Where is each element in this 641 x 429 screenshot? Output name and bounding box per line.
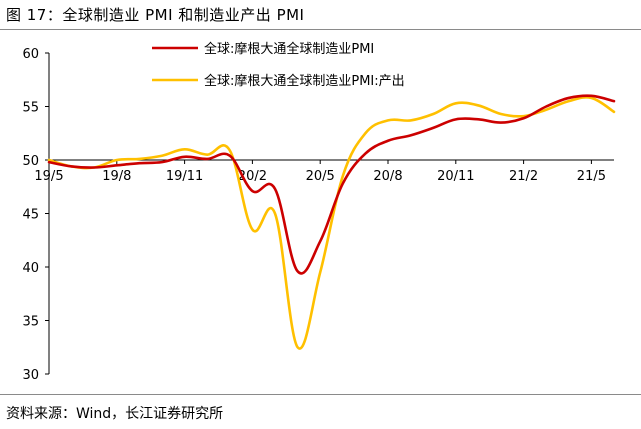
x-tick-label: 20/11 xyxy=(437,169,474,184)
y-axis: 30 35 40 45 50 55 60 xyxy=(22,47,50,383)
y-tick-label: 55 xyxy=(22,101,39,116)
legend-label-output: 全球:摩根大通全球制造业PMI:产出 xyxy=(204,73,405,89)
y-tick-label: 30 xyxy=(22,368,39,383)
x-tick-label: 19/8 xyxy=(102,169,131,184)
figure-title: 图 17：全球制造业 PMI 和制造业产出 PMI xyxy=(6,6,305,24)
series-line-pmi xyxy=(47,94,616,275)
series-line-output xyxy=(47,96,616,350)
x-tick-label: 19/5 xyxy=(34,169,63,184)
y-tick-label: 40 xyxy=(22,261,39,276)
x-tick-label: 21/5 xyxy=(577,169,606,184)
x-axis: 19/5 19/8 19/11 20/2 20/5 20/8 20/11 21/2 21/5 xyxy=(34,159,614,184)
legend: 全球:摩根大通全球制造业PMI 全球:摩根大通全球制造业PMI:产出 xyxy=(152,41,405,89)
y-tick-label: 45 xyxy=(22,208,39,223)
x-tick-label: 20/5 xyxy=(306,169,335,184)
source-note: 资料来源：Wind，长江证券研究所 xyxy=(6,406,224,422)
y-tick-label: 50 xyxy=(22,154,39,169)
x-tick-label: 21/2 xyxy=(509,169,538,184)
x-tick-label: 19/11 xyxy=(166,169,203,184)
y-tick-label: 60 xyxy=(22,47,39,62)
top-rule xyxy=(0,29,641,30)
y-tick-label: 35 xyxy=(22,315,39,330)
series-layer xyxy=(47,94,616,350)
bottom-rule xyxy=(0,394,641,395)
legend-label-pmi: 全球:摩根大通全球制造业PMI xyxy=(204,41,374,57)
x-tick-label: 20/8 xyxy=(373,169,402,184)
